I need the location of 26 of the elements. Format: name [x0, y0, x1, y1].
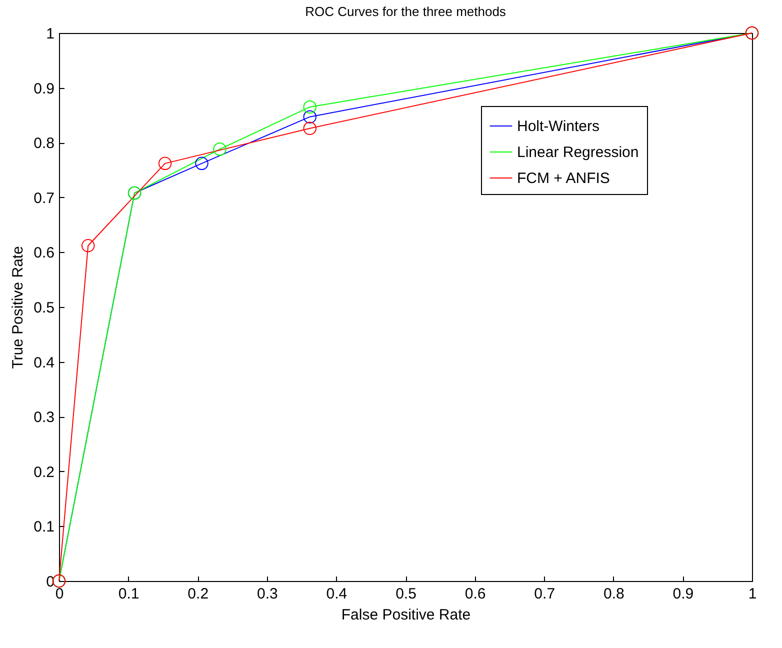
- y-tick-label: 0.7: [34, 190, 54, 207]
- y-tick-label: 0.5: [34, 300, 54, 316]
- x-tick-label: 0.3: [256, 586, 278, 602]
- y-tick-label: 0.1: [34, 518, 54, 536]
- legend-label: Holt-Winters: [517, 118, 600, 135]
- x-tick-label: 0.2: [188, 586, 209, 602]
- y-axis-title: True Positive Rate: [10, 246, 27, 369]
- legend-label: Linear Regression: [517, 144, 639, 161]
- y-tick-label: 1: [46, 26, 54, 42]
- y-tick-label: 0.6: [34, 244, 54, 262]
- y-tick-label: 0.8: [34, 135, 54, 152]
- y-tick-label: 0.4: [34, 354, 54, 372]
- x-tick-label: 0.4: [326, 586, 348, 602]
- chart-title: ROC Curves for the three methods: [305, 4, 506, 19]
- x-tick-label: 0.8: [603, 586, 624, 602]
- y-tick-label: 0.9: [34, 80, 54, 98]
- x-tick-label: 1: [748, 586, 757, 602]
- y-tick-label: 0.3: [34, 409, 54, 426]
- x-tick-label: 0.5: [396, 586, 416, 602]
- legend-label: FCM + ANFIS: [517, 170, 610, 187]
- x-tick-label: 0.9: [672, 586, 694, 602]
- x-axis-title: False Positive Rate: [341, 606, 471, 624]
- y-tick-label: 0.2: [34, 464, 54, 481]
- x-tick-label: 0.6: [464, 586, 486, 602]
- x-tick-label: 0.1: [118, 586, 140, 602]
- x-tick-label: 0.7: [534, 586, 556, 602]
